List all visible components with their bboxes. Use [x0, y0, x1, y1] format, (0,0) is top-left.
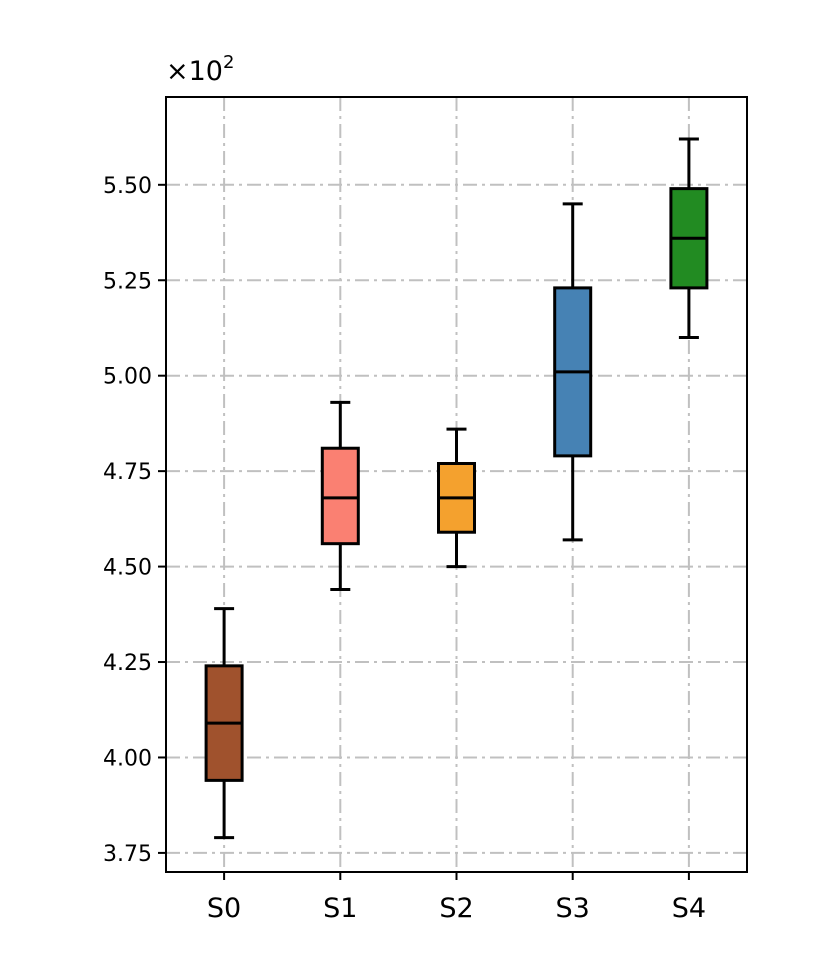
- x-axis-ticks: S0 S1 S2 S3 S4: [207, 872, 706, 924]
- y-tick-label: 5.50: [103, 174, 152, 199]
- y-tick-label: 4.00: [103, 746, 152, 771]
- offset-text: ×102: [166, 52, 234, 87]
- box-S1: [320, 400, 360, 591]
- box-S3: [553, 202, 593, 542]
- y-tick-label: 4.75: [103, 460, 152, 485]
- y-tick-label: 3.75: [103, 842, 152, 867]
- box-iqr: [320, 446, 360, 546]
- y-axis-ticks: 3.75 4.00 4.25 4.50 4.75 5.00 5.25 5.50: [103, 174, 166, 867]
- box-S2: [437, 427, 476, 569]
- y-tick-label: 5.00: [103, 365, 152, 390]
- y-tick-label: 5.25: [103, 269, 152, 294]
- x-tick-label: S4: [672, 893, 706, 924]
- x-tick-label: S0: [207, 893, 241, 924]
- boxes: [204, 137, 709, 840]
- x-tick-label: S2: [439, 893, 473, 924]
- x-tick-label: S1: [323, 893, 357, 924]
- box-S4: [669, 137, 709, 340]
- box-S0: [204, 607, 244, 840]
- y-tick-label: 4.50: [103, 556, 152, 581]
- x-tick-label: S3: [556, 893, 590, 924]
- y-tick-label: 4.25: [103, 651, 152, 676]
